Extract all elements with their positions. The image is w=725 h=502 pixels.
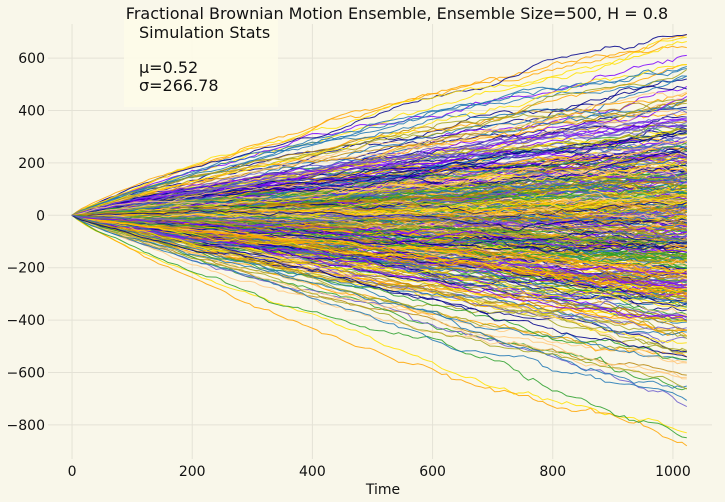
series-line	[71, 75, 688, 216]
series-line	[72, 210, 688, 229]
series-line	[71, 195, 687, 217]
y-tick-label: 0	[36, 208, 45, 224]
y-tick-label: −600	[7, 366, 45, 382]
series-line	[71, 214, 687, 257]
series-line	[71, 173, 687, 216]
series-line	[71, 140, 687, 216]
series-line	[71, 214, 687, 245]
series-line	[71, 214, 687, 253]
series-line	[71, 214, 688, 299]
x-tick-label: 1000	[655, 464, 691, 480]
series-line	[71, 214, 687, 361]
series-line	[71, 45, 687, 216]
y-tick-label: 600	[18, 51, 45, 67]
stats-mean: μ=0.52	[139, 58, 198, 77]
series-line	[71, 211, 687, 230]
series-line	[71, 214, 687, 319]
series-group	[71, 34, 688, 447]
series-line	[71, 118, 688, 216]
series-line	[71, 214, 687, 389]
series-line	[71, 214, 688, 447]
series-line	[71, 99, 687, 216]
chart-title: Fractional Brownian Motion Ensemble, Ens…	[126, 4, 668, 23]
x-tick-label: 0	[68, 464, 77, 480]
series-line	[71, 85, 687, 216]
series-line	[71, 214, 687, 439]
x-tick-label: 600	[419, 464, 446, 480]
stats-box	[124, 17, 278, 107]
x-tick-label: 800	[539, 464, 566, 480]
series-line	[71, 109, 688, 216]
y-tick-label: −400	[7, 313, 45, 329]
series-line	[71, 213, 687, 242]
y-tick-label: −200	[7, 261, 45, 277]
series-line	[71, 214, 687, 235]
series-line	[71, 209, 687, 229]
series-line	[71, 139, 687, 216]
series-line	[72, 208, 687, 229]
series-line	[71, 214, 687, 277]
series-line	[71, 66, 687, 216]
stats-std: σ=266.78	[139, 76, 219, 95]
series-line	[71, 122, 687, 216]
y-tick-label: −800	[7, 418, 45, 434]
series-line	[71, 214, 687, 379]
series-line	[71, 41, 687, 216]
series-line	[71, 214, 687, 292]
x-tick-labels: 0 200 400 600 800 1000	[68, 464, 691, 480]
y-tick-label: 200	[18, 156, 45, 172]
series-line	[71, 214, 688, 401]
series-line	[71, 214, 687, 434]
series-line	[71, 164, 688, 216]
y-tick-label: 400	[18, 103, 45, 119]
series-line	[71, 214, 687, 305]
x-axis-label: Time	[365, 482, 400, 498]
series-line	[71, 214, 687, 307]
series-line	[71, 214, 687, 305]
series-line	[71, 214, 688, 319]
series-line	[71, 214, 688, 390]
series-line	[71, 78, 687, 216]
series-line	[71, 214, 687, 358]
series-line	[71, 34, 687, 216]
series-line	[72, 209, 687, 232]
series-line	[71, 214, 687, 380]
series-line	[72, 197, 687, 216]
series-line	[71, 214, 687, 376]
series-line	[71, 214, 687, 256]
series-line	[71, 100, 687, 216]
series-line	[71, 122, 687, 216]
series-line	[71, 91, 688, 216]
x-tick-label: 400	[299, 464, 326, 480]
stats-heading: Simulation Stats	[139, 23, 270, 42]
x-tick-label: 200	[179, 464, 206, 480]
series-line	[71, 214, 687, 302]
series-line	[71, 165, 687, 216]
series-line	[71, 151, 687, 216]
y-tick-labels: 600 400 200 0 −200 −400 −600 −800	[7, 51, 45, 434]
series-line	[71, 214, 688, 337]
series-line	[71, 180, 688, 216]
series-line	[71, 175, 688, 216]
series-line	[71, 64, 687, 216]
